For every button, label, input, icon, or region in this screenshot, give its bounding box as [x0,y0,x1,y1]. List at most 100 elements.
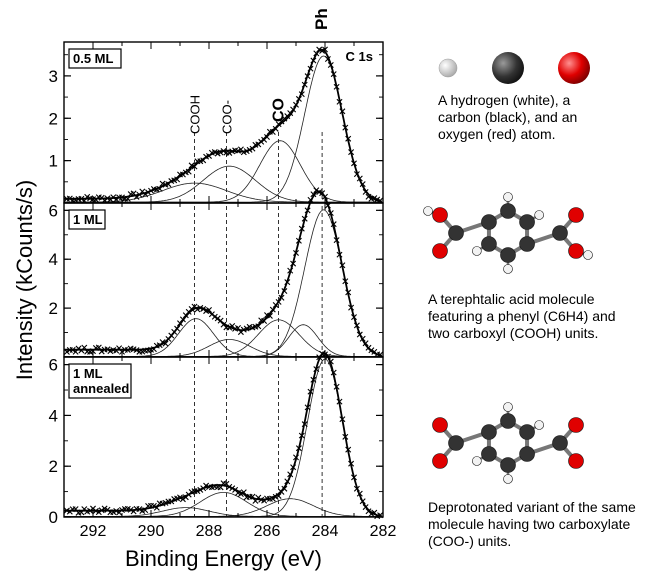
peak-label-cooh: COOH [188,95,203,134]
data-point [301,421,308,428]
data-point [162,499,169,506]
data-point [266,312,273,319]
oxygen-atom [568,243,584,259]
data-point [336,98,343,105]
y-axis-title: Intensity (kCounts/s) [12,180,37,381]
data-point [304,207,311,214]
data-point [275,298,282,305]
hydrogen-atom [503,192,513,202]
data-point [145,189,152,196]
data-point [295,237,302,244]
carbon-atom [481,236,497,252]
carbon-atom [519,446,535,462]
x-tick-label: 288 [196,523,223,540]
x-tick-label: 292 [80,523,107,540]
panel-label-box [68,48,122,69]
data-point [310,376,317,383]
carbon-atom [481,424,497,440]
oxygen-atom [432,207,448,223]
data-point [322,193,328,200]
data-point [301,215,308,222]
y-tick-label: 0 [49,508,58,527]
peak-label-co: CO [271,98,288,122]
data-point [339,108,346,115]
carbon-atom [552,435,568,451]
deprot-caption: Deprotonated variant of the same molecul… [428,499,636,549]
panel-label: 0.5 ML [73,51,114,66]
fit-envelope [64,190,382,357]
y-tick-label: 2 [49,457,58,476]
data-point [356,490,363,497]
data-point [339,262,346,269]
data-point [290,106,297,113]
data-point [203,482,210,489]
y-tick-label: 4 [49,406,58,425]
data-point [353,171,360,178]
data-point [249,493,256,500]
oxygen-atom [568,417,584,433]
carbon-atom [448,225,464,241]
data-point [298,91,305,98]
carbon-atom [500,413,516,429]
y-tick-label: 3 [49,67,58,86]
data-point [313,187,320,194]
data-point [342,433,349,440]
carbon-atom [552,225,568,241]
data-point [327,62,334,68]
data-point [78,195,85,202]
data-point [261,497,268,504]
data-point [84,193,91,200]
data-point [353,485,360,492]
panel-label-box [68,363,132,399]
data-point [153,504,160,511]
carbon-atom [519,236,535,252]
carbon-atom [481,446,497,462]
atom-row [432,48,602,88]
data-point [174,176,181,183]
oxygen-atom [568,453,584,469]
data-point [322,46,328,53]
carbon-atom [481,214,497,230]
deprotonated-molecule-icon [432,402,584,484]
component-peak-4 [64,182,382,203]
data-point [345,289,352,296]
data-point [69,346,76,353]
data-point [336,398,343,405]
data-point [124,347,131,354]
data-point [345,446,352,453]
atoms-caption: A hydrogen (white), a carbon (black), an… [438,92,578,142]
data-point [313,50,320,57]
oxygen-atom [568,207,584,223]
data-point [261,318,268,324]
data-point [304,404,311,411]
data-point [148,187,154,194]
data-point [330,71,337,78]
component-peak-3 [64,165,382,203]
spectrum-panel-1: 1 2 3 0.5 ML C 1s [49,41,384,204]
data-point [269,495,276,502]
data-point [342,124,349,131]
data-point [75,345,82,352]
carbon-atom [500,457,516,473]
data-point [359,335,366,342]
data-point [240,489,247,496]
oxygen-atom [432,417,448,433]
panel-label: 1 ML annealed [73,366,129,396]
data-point [298,432,305,439]
data-point [281,288,288,295]
data-point [217,149,224,156]
data-point [272,125,279,132]
spectrum-panel-3: 0 2 4 6 1 ML annealed [49,350,384,527]
data-point [237,491,244,498]
carbon-atom [519,214,535,230]
data-point [362,188,369,195]
data-point [327,358,334,365]
y-tick-label: 2 [49,109,58,128]
data-point [330,221,337,228]
data-point [226,483,233,490]
data-point [136,506,143,513]
data-point [353,322,360,329]
hydrogen-atom [503,264,513,274]
x-tick-label: 290 [138,523,165,540]
